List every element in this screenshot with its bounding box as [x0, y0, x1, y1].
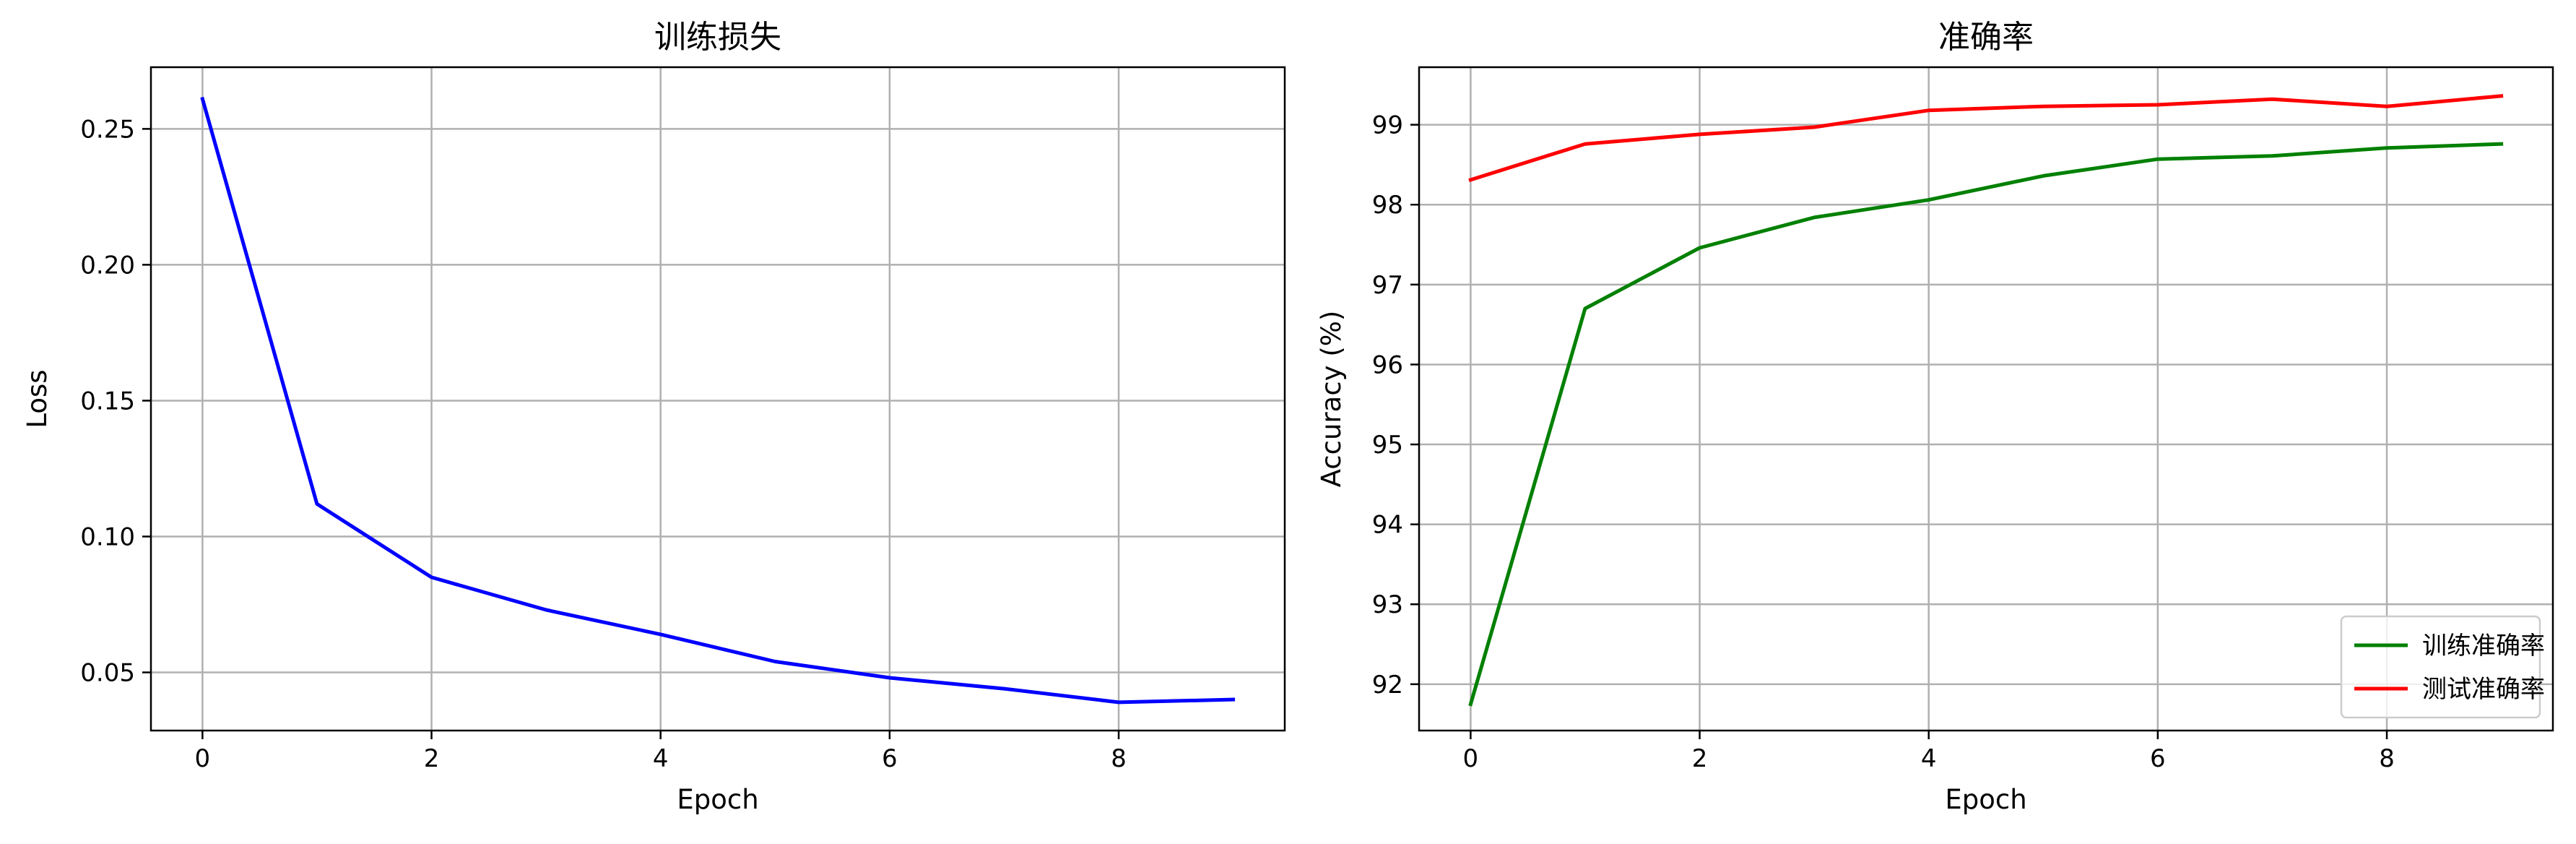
- y-tick-label: 95: [1372, 431, 1403, 460]
- y-tick-label: 99: [1372, 111, 1403, 140]
- y-tick-label: 94: [1372, 511, 1403, 540]
- series-line-1: [1468, 94, 2504, 183]
- y-tick-label: 92: [1372, 671, 1403, 699]
- x-tick-label: 0: [1463, 744, 1479, 773]
- x-axis-label: Epoch: [677, 784, 758, 815]
- y-tick-label: 98: [1372, 191, 1403, 220]
- y-tick-label: 97: [1372, 271, 1403, 300]
- axes-frame: [1418, 66, 2554, 732]
- legend-label-0: 训练准确率: [2422, 632, 2545, 660]
- y-tick-label: 0.05: [80, 659, 135, 688]
- y-tick-label: 0.20: [80, 251, 135, 280]
- y-tick-label: 96: [1372, 350, 1403, 379]
- series-line-0: [1468, 142, 2504, 707]
- y-tick-label: 0.25: [80, 115, 135, 144]
- x-tick-label: 6: [882, 744, 898, 773]
- legend-box: [2340, 615, 2541, 719]
- chart-title: 准确率: [1938, 19, 2034, 56]
- x-tick-label: 8: [1111, 744, 1127, 773]
- x-tick-label: 8: [2379, 744, 2395, 773]
- y-tick-label: 0.15: [80, 387, 135, 415]
- accuracy-chart: 0 2 4 6 8 92 93 94 95 96 97 98 99 Epoch Accuracy (%) 准确…: [1316, 19, 2554, 815]
- x-axis-label: Epoch: [1945, 784, 2026, 815]
- y-tick-label: 93: [1372, 590, 1403, 619]
- x-tick-label: 2: [424, 744, 440, 773]
- axes-frame: [149, 66, 1286, 732]
- y-axis-label: Accuracy (%): [1316, 311, 1347, 488]
- y-tick-label: 0.10: [80, 522, 135, 551]
- x-tick-label: 4: [653, 744, 669, 773]
- x-tick-label: 4: [1921, 744, 1937, 773]
- x-tick-label: 2: [1692, 744, 1708, 773]
- x-tick-label: 0: [195, 744, 211, 773]
- x-tick-label: 6: [2150, 744, 2166, 773]
- chart-title: 训练损失: [654, 19, 781, 56]
- loss-line: [200, 96, 1236, 705]
- loss-chart: 0 2 4 6 8 0.05 0.10 0.15 0.20 0.25 Epoch Loss 训练损失: [22, 19, 1286, 815]
- legend-label-1: 测试准确率: [2422, 675, 2545, 704]
- y-axis-label: Loss: [22, 369, 53, 428]
